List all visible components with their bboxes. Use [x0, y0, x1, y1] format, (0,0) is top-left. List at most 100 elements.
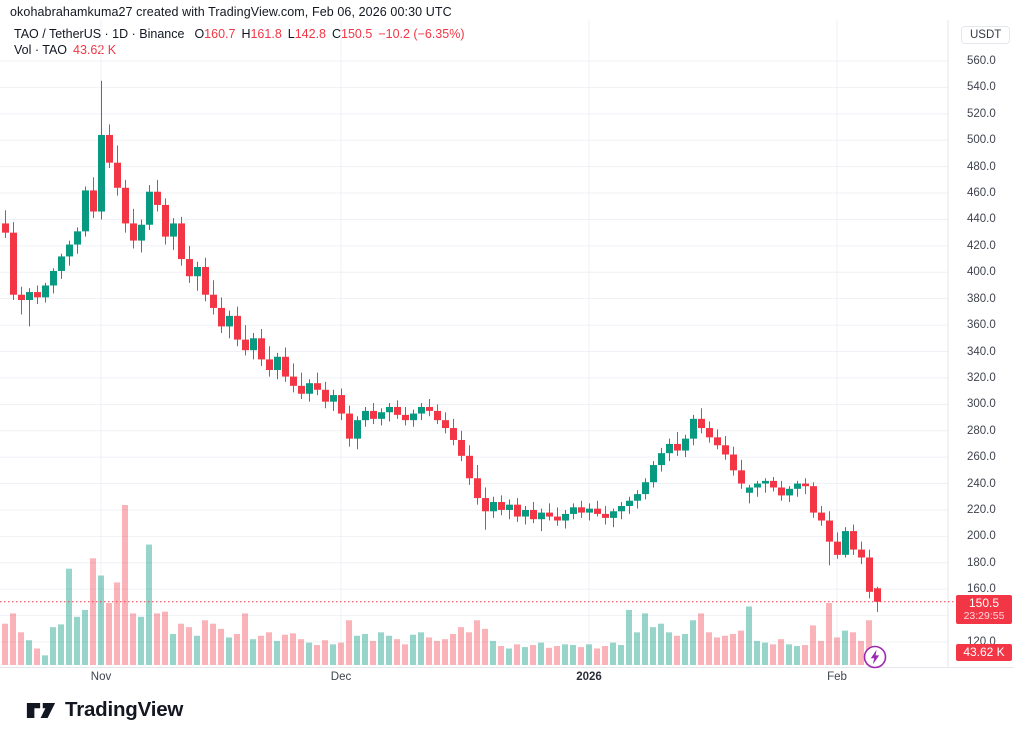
candle-body — [778, 487, 785, 496]
volume-bar — [754, 640, 760, 665]
candle-body — [282, 356, 289, 377]
volume-bar — [442, 639, 448, 665]
volume-bar — [490, 640, 496, 665]
volume-bar — [202, 620, 208, 665]
volume-bar — [522, 647, 528, 665]
volume-bar — [266, 632, 272, 665]
tradingview-logo[interactable]: TradingView — [26, 697, 183, 723]
volume-bar — [426, 637, 432, 665]
volume-bar — [322, 640, 328, 665]
candle-body — [378, 412, 385, 419]
candle-body — [730, 454, 737, 471]
volume-bar — [730, 634, 736, 665]
candle-body — [762, 480, 769, 484]
volume-bar — [618, 645, 624, 665]
candle-body — [714, 437, 721, 446]
volume-bar — [658, 623, 664, 665]
tradingview-logo-text: TradingView — [65, 698, 184, 721]
candle-body — [746, 487, 753, 493]
candle-body — [370, 410, 377, 419]
volume-bar — [450, 634, 456, 665]
candle-body — [546, 512, 553, 517]
volume-bar — [2, 623, 8, 665]
candle-body — [818, 512, 825, 521]
candle-body — [722, 445, 729, 455]
volume-bar — [258, 635, 264, 665]
candle-body — [466, 455, 473, 479]
candle-body — [842, 531, 849, 555]
volume-bar — [546, 647, 552, 665]
candle-body — [514, 504, 521, 517]
candle-body — [802, 483, 809, 487]
candle-body — [770, 480, 777, 488]
candle-body — [834, 541, 841, 555]
candle-body — [434, 410, 441, 421]
candle-body — [562, 513, 569, 521]
candle-body — [10, 232, 17, 295]
volume-bar — [842, 630, 848, 665]
volume-bar — [514, 644, 520, 665]
candle-body — [458, 439, 465, 456]
candle-body — [274, 356, 281, 370]
symbol-title: TAO / TetherUS · 1D · Binance — [14, 27, 185, 41]
candle-body — [410, 413, 417, 421]
candle-body — [602, 513, 609, 518]
volume-bar — [538, 642, 544, 665]
legend-row-main[interactable]: TAO / TetherUS · 1D · Binance O160.7 H161.… — [14, 26, 464, 42]
volume-bar — [338, 642, 344, 665]
candle-body — [106, 134, 113, 163]
volume-bar — [10, 613, 16, 665]
volume-bar — [146, 544, 152, 665]
candle-body — [642, 482, 649, 495]
volume-bar — [610, 642, 616, 665]
candle-body — [674, 443, 681, 451]
candle-body — [306, 383, 313, 394]
volume-bar — [706, 632, 712, 665]
volume-bar — [154, 613, 160, 665]
volume-bar — [234, 634, 240, 665]
candle-body — [202, 266, 209, 295]
candle-body — [2, 223, 9, 233]
volume-bar — [762, 642, 768, 665]
candle-body — [810, 486, 817, 513]
volume-bar — [18, 632, 24, 665]
candle-body — [586, 508, 593, 513]
candle-body — [18, 294, 25, 301]
candle-body — [258, 338, 265, 360]
candle-body — [98, 134, 105, 212]
candle-body — [250, 338, 257, 351]
volume-bar — [418, 632, 424, 665]
candle-body — [682, 438, 689, 451]
candle-body — [330, 395, 337, 402]
volume-bar — [594, 648, 600, 665]
candle-body — [490, 502, 497, 512]
volume-bar — [866, 620, 872, 665]
candle-body — [850, 531, 857, 550]
volume-bar — [138, 616, 144, 665]
volume-bar — [802, 645, 808, 665]
volume-bar — [98, 575, 104, 665]
volume-bar — [218, 628, 224, 665]
flash-icon[interactable] — [862, 644, 888, 670]
volume-bar — [346, 620, 352, 665]
volume-bar — [82, 609, 88, 665]
volume-bar — [698, 613, 704, 665]
volume-bar — [50, 627, 56, 665]
legend-row-volume[interactable]: Vol · TAO 43.62 K — [14, 42, 464, 58]
candle-body — [498, 502, 505, 510]
candle-body — [34, 292, 41, 298]
candle-body — [402, 414, 409, 421]
candle-body — [58, 256, 65, 271]
volume-bar — [722, 635, 728, 665]
currency-label[interactable]: USDT — [961, 26, 1011, 44]
volume-bar — [114, 582, 120, 665]
candle-body — [482, 498, 489, 512]
volume-bar — [330, 644, 336, 665]
candle-body — [610, 511, 617, 518]
candle-body — [418, 406, 425, 414]
volume-bar — [458, 627, 464, 665]
volume-bar — [506, 648, 512, 665]
volume-bar — [554, 646, 560, 665]
candle-body — [578, 507, 585, 513]
